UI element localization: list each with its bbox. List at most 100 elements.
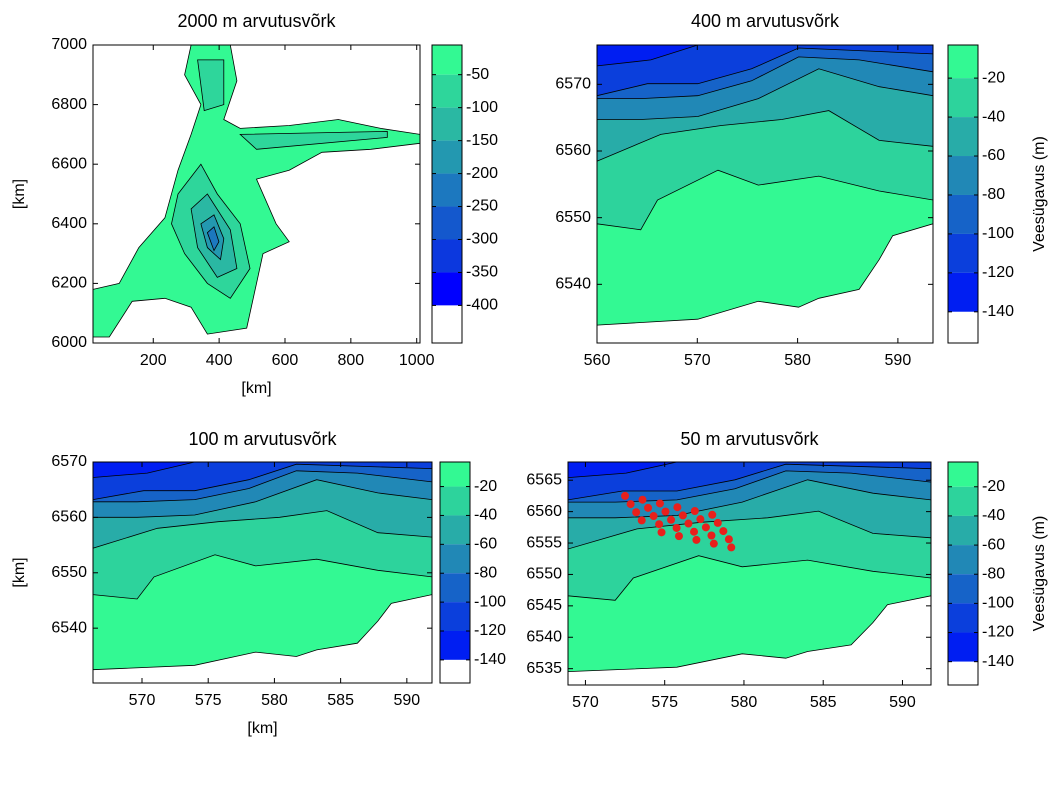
colorbar-band bbox=[432, 305, 462, 343]
x-tick-label: 575 bbox=[195, 692, 222, 709]
y-tick-label: 6535 bbox=[526, 660, 562, 677]
colorbar-band bbox=[432, 173, 462, 207]
turbine-point bbox=[637, 516, 646, 525]
depth-region bbox=[93, 462, 432, 501]
colorbar-band bbox=[948, 632, 978, 662]
colorbar-tick-label: -100 bbox=[982, 595, 1014, 612]
colorbar-tick-label: -120 bbox=[982, 624, 1014, 641]
colorbar-frame bbox=[431, 44, 463, 344]
turbine-point bbox=[655, 499, 664, 508]
colorbar-tick-label: -300 bbox=[466, 231, 498, 248]
y-tick-label: 6560 bbox=[51, 509, 87, 526]
x-tick-label: 585 bbox=[327, 692, 354, 709]
turbine-point bbox=[673, 503, 682, 512]
turbine-point bbox=[621, 491, 630, 500]
turbine-point bbox=[727, 543, 736, 552]
colorbar-tick-label: -200 bbox=[466, 165, 498, 182]
colorbar-band bbox=[948, 45, 978, 79]
colorbar-band bbox=[948, 661, 978, 685]
turbine-point bbox=[709, 539, 718, 548]
colorbar-band bbox=[440, 659, 470, 683]
colorbar-tick-label: -140 bbox=[474, 651, 506, 668]
x-tick-label: 1000 bbox=[399, 352, 435, 369]
colorbar-band bbox=[432, 140, 462, 174]
colorbar-tick-label: -20 bbox=[982, 69, 1005, 86]
colorbar-tick-label: -140 bbox=[982, 303, 1014, 320]
colorbar-band bbox=[948, 78, 978, 118]
x-tick-label: 200 bbox=[140, 352, 167, 369]
colorbar-tick-label: -400 bbox=[466, 297, 498, 314]
turbine-point bbox=[632, 508, 641, 517]
colorbar-tick-label: -100 bbox=[466, 99, 498, 116]
colorbar-tick-label: -80 bbox=[982, 186, 1005, 203]
map bbox=[93, 45, 420, 343]
y-tick-label: 6000 bbox=[51, 334, 87, 351]
colorbar-band bbox=[432, 239, 462, 273]
turbine-point bbox=[690, 527, 699, 536]
colorbar-band bbox=[948, 603, 978, 633]
depth-region bbox=[597, 223, 933, 343]
colorbar-tick-label: -40 bbox=[982, 108, 1005, 125]
turbine-point bbox=[655, 520, 664, 529]
x-tick-label: 570 bbox=[129, 692, 156, 709]
colorbar-tick-label: -40 bbox=[474, 507, 497, 524]
turbine-point bbox=[667, 515, 676, 524]
colorbar-band bbox=[432, 74, 462, 108]
colorbar-band bbox=[432, 45, 462, 75]
plot-frame bbox=[596, 44, 934, 344]
turbine-point bbox=[690, 506, 699, 515]
x-axis-label: [km] bbox=[247, 720, 277, 737]
turbine-point bbox=[638, 495, 647, 504]
y-tick-label: 6560 bbox=[555, 142, 591, 159]
x-tick-label: 580 bbox=[784, 352, 811, 369]
x-tick-label: 570 bbox=[572, 694, 599, 711]
y-tick-label: 6550 bbox=[51, 564, 87, 581]
colorbar-band bbox=[440, 544, 470, 574]
turbine-point bbox=[626, 500, 635, 509]
colorbar-band bbox=[432, 272, 462, 306]
depth-region bbox=[597, 45, 698, 67]
colorbar-band bbox=[948, 272, 978, 312]
map bbox=[597, 45, 933, 343]
colorbar-band bbox=[948, 515, 978, 546]
depth-region bbox=[568, 595, 931, 685]
turbine-point bbox=[713, 518, 722, 527]
y-tick-label: 6545 bbox=[526, 597, 562, 614]
turbine-point bbox=[674, 532, 683, 541]
depth-region bbox=[568, 462, 677, 479]
y-tick-label: 6550 bbox=[555, 209, 591, 226]
colorbar-frame bbox=[947, 44, 979, 344]
colorbar-band bbox=[948, 117, 978, 157]
turbine-point bbox=[657, 528, 666, 537]
colorbar-tick-label: -50 bbox=[466, 66, 489, 83]
colorbar-band bbox=[948, 156, 978, 195]
colorbar-tick-label: -40 bbox=[982, 507, 1005, 524]
colorbar-band bbox=[948, 486, 978, 516]
y-tick-label: 6400 bbox=[51, 215, 87, 232]
x-tick-label: 800 bbox=[337, 352, 364, 369]
colorbar-band bbox=[948, 545, 978, 575]
x-tick-label: 600 bbox=[272, 352, 299, 369]
x-tick-label: 590 bbox=[885, 352, 912, 369]
y-tick-label: 6540 bbox=[526, 628, 562, 645]
x-tick-label: 590 bbox=[393, 692, 420, 709]
turbine-point bbox=[672, 523, 681, 532]
depth-region bbox=[93, 45, 420, 338]
turbine-point bbox=[708, 510, 717, 519]
colorbar-tick-label: -100 bbox=[474, 593, 506, 610]
x-tick-label: 590 bbox=[889, 694, 916, 711]
panel-title: 400 m arvutusvõrk bbox=[691, 11, 840, 31]
turbine-point bbox=[692, 535, 701, 544]
plot-frame bbox=[92, 44, 421, 344]
colorbar-tick-label: -350 bbox=[466, 264, 498, 281]
colorbar-band bbox=[948, 311, 978, 343]
colorbar-tick-label: -20 bbox=[982, 478, 1005, 495]
colorbar-band bbox=[948, 194, 978, 234]
colorbar-tick-label: -150 bbox=[466, 132, 498, 149]
colorbar-tick-label: -60 bbox=[982, 147, 1005, 164]
colorbar-tick-label: -60 bbox=[982, 536, 1005, 553]
panel-title: 100 m arvutusvõrk bbox=[188, 429, 337, 449]
depth-region bbox=[93, 462, 195, 478]
turbine-point bbox=[661, 507, 670, 516]
